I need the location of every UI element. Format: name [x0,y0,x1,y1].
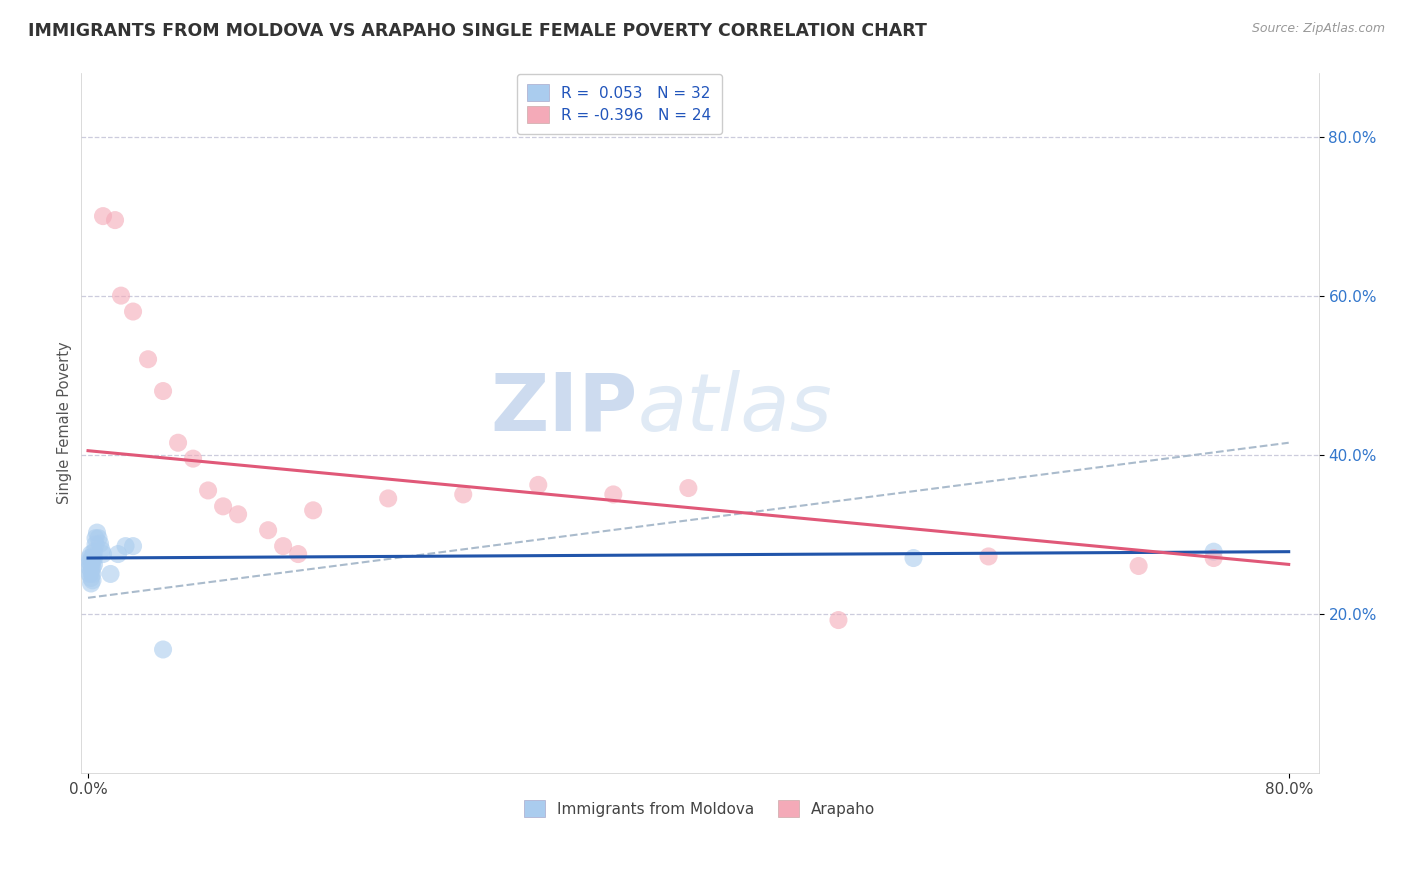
Point [602,487,624,501]
Point [527,478,550,492]
Point [82,560,104,574]
Text: IMMIGRANTS FROM MOLDOVA VS ARAPAHO SINGLE FEMALE POVERTY CORRELATION CHART: IMMIGRANTS FROM MOLDOVA VS ARAPAHO SINGL… [28,22,927,40]
Text: atlas: atlas [638,370,832,448]
Point [903,551,925,566]
Point [87,531,110,545]
Point [451,487,474,501]
Point [83,544,105,558]
Y-axis label: Single Female Poverty: Single Female Poverty [58,342,72,504]
Point [104,213,127,227]
Point [110,288,132,302]
Point [79,560,101,574]
Point [678,481,700,495]
Point [167,435,190,450]
Point [152,384,174,398]
Point [1202,551,1225,566]
Point [977,549,1000,564]
Point [181,451,204,466]
Point [84,537,107,551]
Point [257,523,280,537]
Point [80,571,103,585]
Point [152,642,174,657]
Point [82,566,104,581]
Point [212,500,235,514]
Point [86,525,108,540]
Point [100,566,122,581]
Point [1202,544,1225,558]
Point [91,547,114,561]
Point [1128,559,1150,574]
Point [79,551,101,566]
Legend: Immigrants from Moldova, Arapaho: Immigrants from Moldova, Arapaho [516,793,883,824]
Point [114,539,136,553]
Point [107,547,129,561]
Point [271,539,294,553]
Point [79,555,101,569]
Point [80,552,103,566]
Point [79,566,101,581]
Point [80,576,103,591]
Point [226,508,249,522]
Point [90,543,112,558]
Point [197,483,219,498]
Point [82,555,104,569]
Point [83,551,105,566]
Point [122,304,145,318]
Point [91,209,114,223]
Point [287,547,309,561]
Point [80,559,103,574]
Point [377,491,399,506]
Point [89,537,111,551]
Point [302,503,325,517]
Text: Source: ZipAtlas.com: Source: ZipAtlas.com [1251,22,1385,36]
Point [82,549,104,564]
Point [80,566,103,580]
Point [80,547,103,561]
Point [122,539,145,553]
Point [827,613,849,627]
Point [136,352,159,367]
Point [82,574,104,588]
Point [83,558,105,572]
Text: ZIP: ZIP [491,370,638,448]
Point [84,531,107,545]
